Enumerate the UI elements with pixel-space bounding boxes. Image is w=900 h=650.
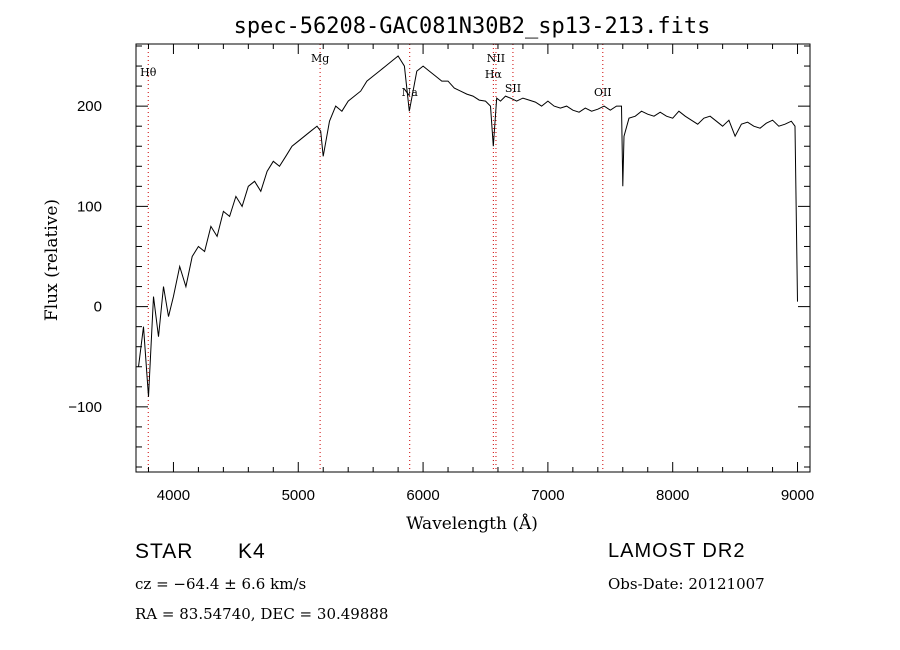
flux-series-line [138,55,798,397]
plot-frame [135,43,811,473]
obs-date-text: Obs-Date: 20121007 [608,575,765,593]
line-label: SII [505,82,521,95]
x-tick-label: 5000 [282,487,315,504]
line-label: Mg [311,52,329,65]
x-tick-label: 4000 [157,487,190,504]
y-tick-label: 100 [77,198,102,215]
classification-text: STAR [135,540,194,563]
survey-text: LAMOST DR2 [608,540,746,562]
line-label: Na [402,86,419,99]
x-tick-label: 8000 [656,487,689,504]
y-tick-label: 200 [77,98,102,115]
line-label: Hα [485,68,503,81]
axis-ticks: 4000 5000 6000 7000 8000 9000 −100 0 100 200 [68,44,814,504]
y-tick-label: −100 [68,399,102,416]
redshift-text: cz = −64.4 ± 6.6 km/s [135,575,307,593]
x-tick-label: 7000 [531,487,564,504]
y-tick-label: 0 [94,299,102,316]
coordinates-text: RA = 83.54740, DEC = 30.49888 [135,605,389,623]
line-label: OII [594,86,612,99]
x-axis-label: Wavelength (Å) [406,513,538,534]
x-tick-label: 9000 [781,487,814,504]
x-tick-label: 6000 [406,487,439,504]
subclass-text: K4 [238,540,266,563]
spectral-line-markers: Hθ Mg Na Hα NII SII OII [140,44,612,472]
y-axis-label: Flux (relative) [42,199,62,321]
line-label: NII [487,52,505,65]
chart-title: spec-56208-GAC081N30B2_sp13-213.fits [234,14,711,39]
line-label: Hθ [140,66,157,79]
